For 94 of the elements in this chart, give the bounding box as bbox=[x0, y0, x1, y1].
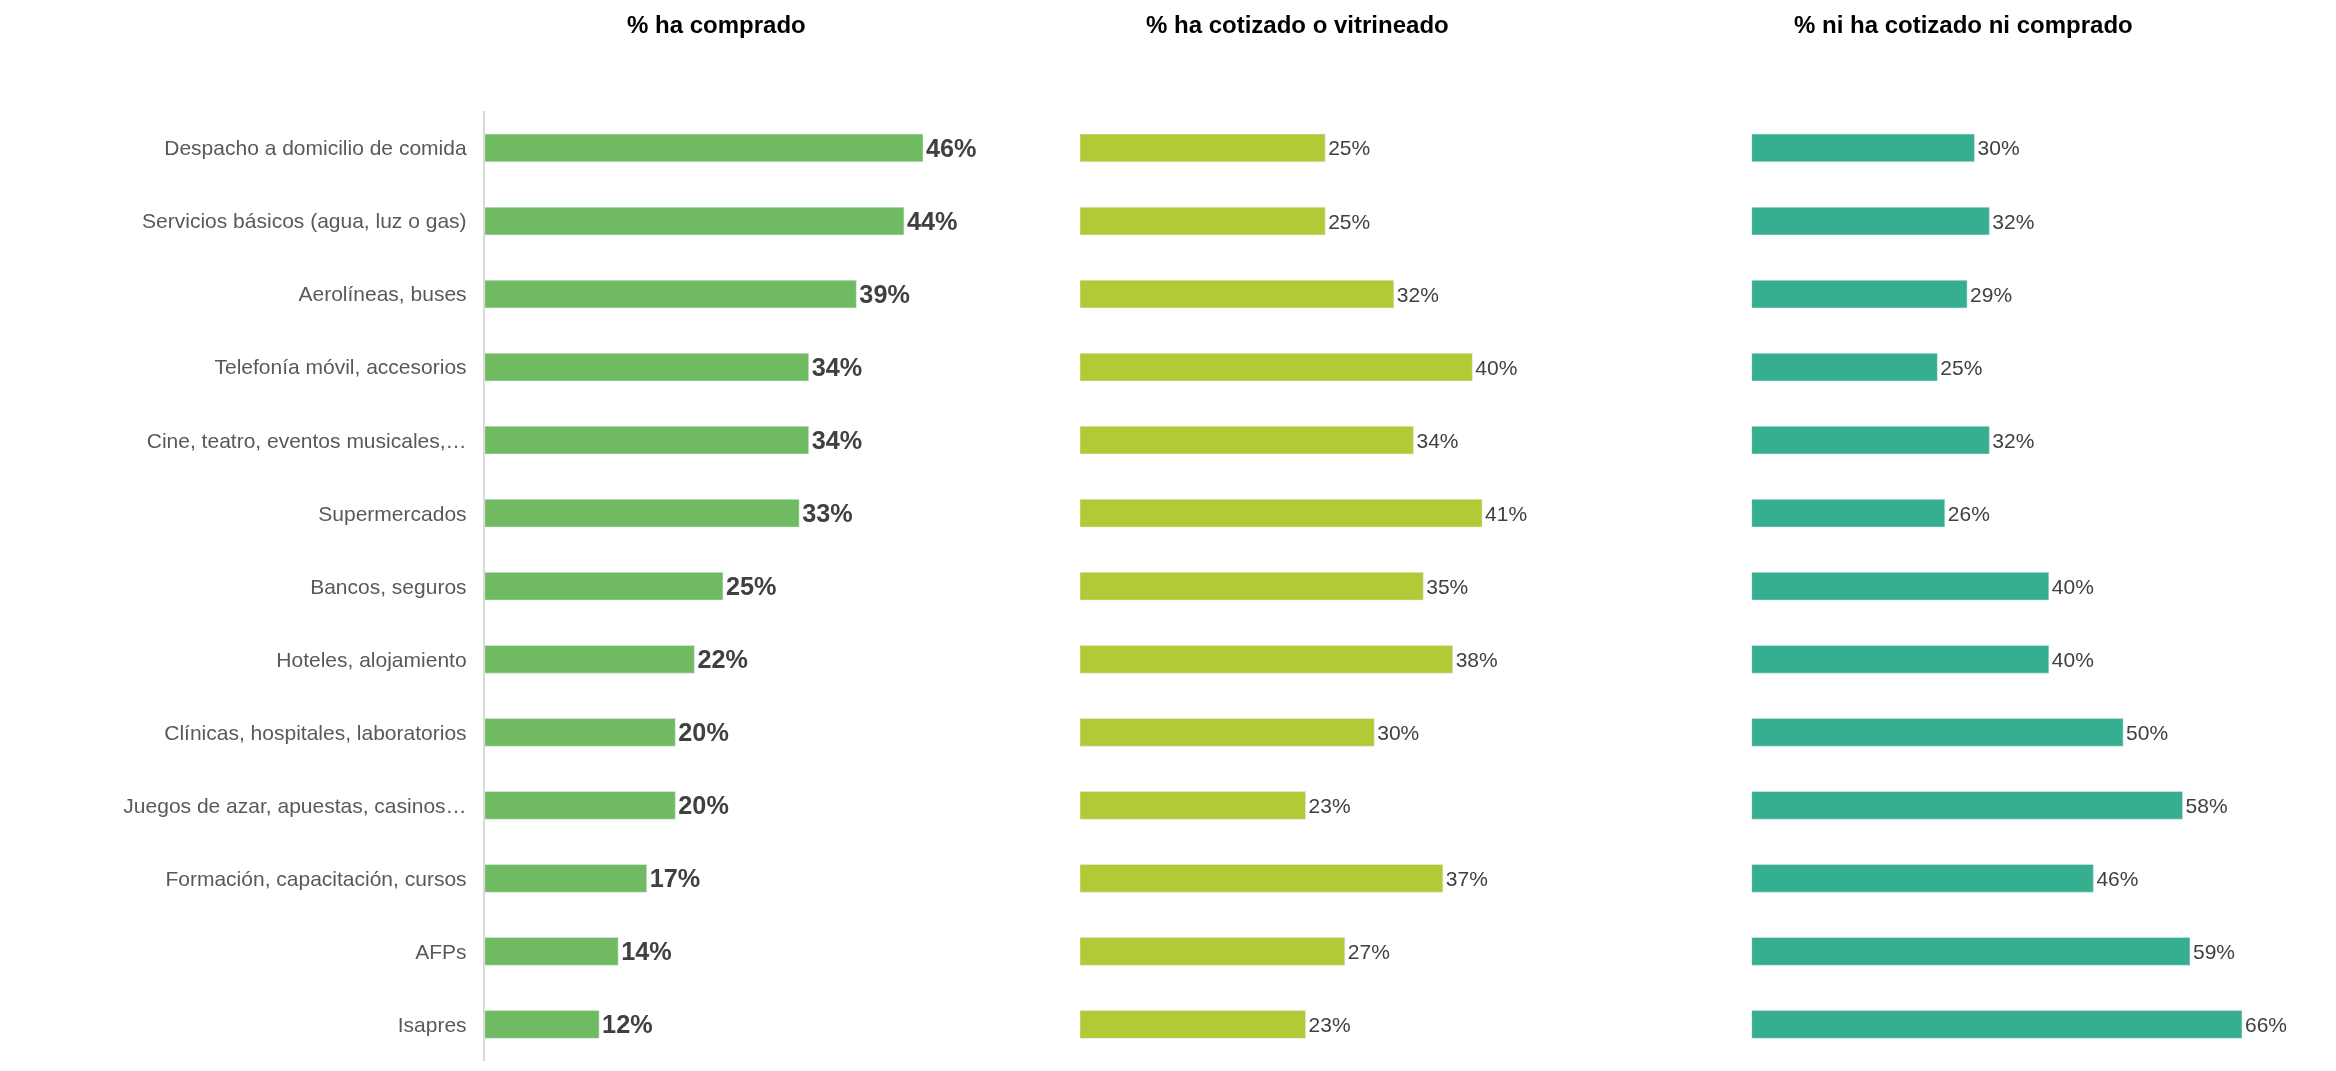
bar bbox=[484, 206, 905, 236]
bar bbox=[1079, 645, 1453, 674]
data-label: 27% bbox=[1347, 939, 1390, 963]
bar bbox=[484, 864, 647, 893]
bar bbox=[1751, 133, 1975, 163]
data-label: 46% bbox=[2096, 866, 2139, 890]
data-label: 32% bbox=[1992, 428, 2035, 452]
y-tick-label: Despacho a domicilio de comida bbox=[164, 136, 467, 160]
data-label: 59% bbox=[2192, 939, 2235, 963]
bar bbox=[1079, 133, 1326, 163]
data-label: 58% bbox=[2185, 793, 2228, 817]
data-label: 34% bbox=[811, 352, 863, 381]
data-label: 17% bbox=[649, 864, 701, 893]
bar bbox=[484, 572, 724, 601]
bar bbox=[484, 352, 809, 382]
y-tick-label: AFPs bbox=[415, 939, 467, 963]
data-label: 34% bbox=[811, 425, 863, 454]
data-label: 25% bbox=[1328, 136, 1371, 160]
data-label: 25% bbox=[1940, 355, 1983, 379]
data-label: 66% bbox=[2244, 1012, 2288, 1036]
y-tick-label: Aerolíneas, buses bbox=[298, 282, 467, 306]
y-tick-label: Servicios básicos (agua, luz o gas) bbox=[142, 209, 467, 233]
bar bbox=[1751, 279, 1968, 309]
bar bbox=[1751, 426, 1990, 455]
data-label: 25% bbox=[1328, 209, 1371, 233]
bar bbox=[484, 791, 676, 820]
data-label: 32% bbox=[1396, 282, 1439, 306]
bar bbox=[1751, 645, 2050, 674]
data-label: 50% bbox=[2126, 720, 2169, 744]
bar bbox=[1079, 499, 1483, 528]
bar bbox=[484, 718, 676, 747]
y-tick-label: Telefonía móvil, accesorios bbox=[214, 355, 467, 379]
y-tick-label: Juegos de azar, apuestas, casinos… bbox=[123, 793, 467, 817]
bar bbox=[484, 937, 619, 966]
bar bbox=[1079, 937, 1346, 966]
data-label: 14% bbox=[621, 937, 672, 966]
data-label: 37% bbox=[1445, 866, 1488, 890]
bar bbox=[1079, 1010, 1306, 1039]
bar bbox=[1751, 1010, 2243, 1039]
bar bbox=[484, 1010, 600, 1039]
data-label: 23% bbox=[1308, 1012, 1351, 1036]
data-label: 25% bbox=[725, 572, 777, 601]
bar bbox=[1751, 864, 2094, 893]
bar bbox=[1079, 426, 1414, 455]
bar bbox=[1079, 206, 1326, 236]
bar bbox=[1751, 937, 2191, 966]
data-label: 23% bbox=[1308, 793, 1351, 817]
bar bbox=[1079, 718, 1375, 747]
data-label: 12% bbox=[602, 1010, 653, 1039]
data-label: 20% bbox=[678, 718, 729, 747]
bar bbox=[1751, 206, 1990, 236]
data-label: 26% bbox=[1947, 501, 1990, 525]
data-label: 30% bbox=[1377, 720, 1420, 744]
bar bbox=[1751, 791, 2183, 820]
chart-title: % ni ha cotizado ni comprado bbox=[1794, 11, 2133, 38]
data-label: 33% bbox=[802, 499, 853, 528]
y-tick-label: Bancos, seguros bbox=[310, 574, 467, 598]
data-label: 22% bbox=[697, 645, 748, 674]
bar bbox=[1079, 572, 1424, 601]
bar bbox=[1079, 864, 1444, 893]
y-tick-label: Formación, capacitación, cursos bbox=[165, 866, 467, 890]
y-tick-label: Clínicas, hospitales, laboratorios bbox=[164, 720, 467, 744]
bar bbox=[484, 279, 857, 309]
data-label: 34% bbox=[1416, 428, 1459, 452]
bar bbox=[1079, 279, 1395, 309]
data-label: 32% bbox=[1992, 209, 2035, 233]
y-tick-label: Cine, teatro, eventos musicales,… bbox=[146, 428, 467, 452]
data-label: 29% bbox=[1970, 282, 2013, 306]
data-label: 41% bbox=[1485, 501, 1528, 525]
bar bbox=[1079, 352, 1473, 382]
data-label: 35% bbox=[1426, 574, 1469, 598]
y-tick-label: Supermercados bbox=[318, 501, 467, 525]
data-label: 40% bbox=[2051, 574, 2094, 598]
bar bbox=[1751, 572, 2050, 601]
data-label: 40% bbox=[2051, 647, 2094, 671]
data-label: 44% bbox=[906, 206, 958, 235]
bar bbox=[1751, 352, 1938, 382]
y-tick-label: Hoteles, alojamiento bbox=[276, 647, 467, 671]
chart-title: % ha cotizado o vitrineado bbox=[1146, 11, 1449, 38]
data-label: 20% bbox=[678, 791, 729, 820]
bar bbox=[484, 133, 924, 163]
bar bbox=[1751, 499, 1946, 528]
y-tick-label: Isapres bbox=[397, 1012, 467, 1036]
data-label: 38% bbox=[1455, 647, 1498, 671]
bar bbox=[484, 499, 800, 528]
data-label: 39% bbox=[859, 279, 910, 308]
data-label: 30% bbox=[1977, 136, 2020, 160]
bar bbox=[484, 426, 809, 455]
data-label: 40% bbox=[1475, 355, 1518, 379]
chart-title: % ha comprado bbox=[627, 11, 806, 38]
data-label: 46% bbox=[926, 133, 977, 162]
bar bbox=[484, 645, 695, 674]
bar bbox=[1079, 791, 1306, 820]
bar bbox=[1751, 718, 2124, 747]
